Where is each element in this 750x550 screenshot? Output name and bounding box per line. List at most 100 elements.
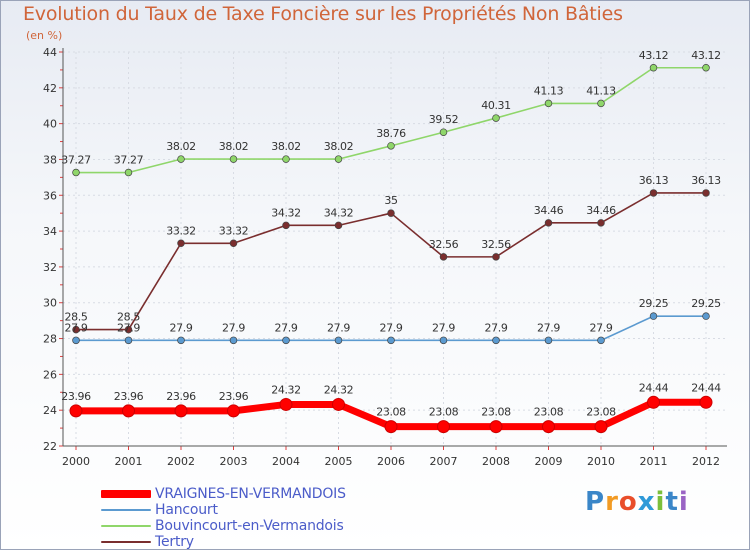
data-label: 34.46 <box>586 204 616 217</box>
data-label: 27.9 <box>275 321 298 334</box>
legend-item: Bouvincourt-en-Vermandois <box>101 518 346 534</box>
legend-item: Tertry <box>101 534 346 550</box>
data-point <box>542 420 555 434</box>
legend-label: Hancourt <box>155 502 218 518</box>
series-layer <box>69 64 713 434</box>
data-point <box>387 142 395 150</box>
data-label: 41.13 <box>586 84 616 97</box>
data-label: 27.9 <box>327 321 350 334</box>
x-tick-label: 2003 <box>220 455 248 468</box>
data-point <box>544 99 553 108</box>
data-label: 29.25 <box>691 297 721 310</box>
data-label: 29.25 <box>639 297 669 310</box>
data-label: 23.96 <box>166 390 196 403</box>
x-tick-label: 2011 <box>640 455 668 468</box>
data-point <box>124 325 133 334</box>
data-label: 23.08 <box>481 406 511 419</box>
y-tick-label: 32 <box>43 261 57 274</box>
data-label: 37.27 <box>61 154 91 167</box>
data-point <box>279 397 293 411</box>
data-label: 27.9 <box>65 321 88 334</box>
data-point <box>282 155 290 163</box>
data-point <box>492 336 500 345</box>
data-label: 24.44 <box>691 381 721 394</box>
grid-layer <box>63 51 727 447</box>
legend-label: Tertry <box>155 534 194 550</box>
data-label: 36.13 <box>691 174 721 187</box>
legend-swatch <box>101 541 151 543</box>
legend-item: Hancourt <box>101 502 346 518</box>
data-label: 27.9 <box>380 321 403 334</box>
axis-layer: 22 24 26 28 30 32 34 36 38 40 42 44 2000 2001 2002 2003… <box>43 46 727 468</box>
data-point <box>229 336 238 345</box>
data-label: 28.5 <box>117 311 140 324</box>
chart-unit-label: (en %) <box>26 29 63 42</box>
data-label: 24.32 <box>271 383 301 396</box>
data-point <box>227 404 240 418</box>
data-point <box>282 221 290 230</box>
y-tick-label: 42 <box>43 82 57 95</box>
legend-swatch <box>101 490 151 498</box>
data-label: 27.9 <box>485 321 508 334</box>
data-label: 24.44 <box>639 381 669 394</box>
y-tick-label: 22 <box>43 440 57 453</box>
data-label: 40.31 <box>481 99 511 112</box>
x-tick-label: 2002 <box>167 455 195 468</box>
data-label: 34.32 <box>324 206 354 219</box>
data-point <box>72 325 80 334</box>
brand-letter: o <box>618 487 638 517</box>
x-tick-label: 2005 <box>325 455 353 468</box>
legend-label: Bouvincourt-en-Vermandois <box>155 518 344 534</box>
data-point <box>597 336 605 345</box>
y-tick-label: 36 <box>43 189 57 202</box>
data-label: 33.32 <box>166 224 196 237</box>
data-point <box>174 404 188 418</box>
data-point <box>334 336 343 345</box>
data-point <box>177 155 185 163</box>
data-point <box>122 404 135 418</box>
data-label: 23.08 <box>429 406 459 419</box>
data-point <box>544 219 553 227</box>
data-label: 34.32 <box>271 206 301 219</box>
y-tick-label: 30 <box>43 297 57 310</box>
data-point <box>702 312 710 320</box>
data-label: 38.02 <box>219 140 249 153</box>
data-label: 38.02 <box>324 140 354 153</box>
data-point <box>647 395 660 409</box>
data-point <box>387 209 395 217</box>
y-tick-label: 44 <box>43 46 57 59</box>
x-tick-label: 2010 <box>587 455 615 468</box>
data-point <box>699 395 713 409</box>
data-label: 27.9 <box>432 321 455 334</box>
data-label: 23.08 <box>376 406 406 419</box>
data-point <box>649 189 658 197</box>
x-tick-label: 2009 <box>535 455 563 468</box>
data-point <box>69 404 83 418</box>
data-point <box>597 99 605 108</box>
legend-item: VRAIGNES-EN-VERMANDOIS <box>101 486 346 502</box>
data-label: 37.27 <box>114 154 144 167</box>
data-point <box>387 336 395 345</box>
data-point <box>282 336 290 345</box>
data-label: 38.02 <box>271 140 301 153</box>
brand-letter: t <box>665 487 679 517</box>
data-point <box>439 336 448 345</box>
data-point <box>492 253 500 261</box>
data-point <box>649 312 658 320</box>
data-label: 38.02 <box>166 140 196 153</box>
data-point <box>334 155 343 163</box>
data-point <box>439 253 448 261</box>
data-label: 27.9 <box>222 321 245 334</box>
data-point <box>124 336 133 345</box>
data-label: 24.32 <box>324 383 354 396</box>
data-label: 38.76 <box>376 127 406 140</box>
y-tick-label: 28 <box>43 333 57 346</box>
data-point <box>489 420 503 434</box>
data-point <box>332 397 345 411</box>
data-label: 27.9 <box>537 321 560 334</box>
data-point <box>702 64 710 72</box>
data-label: 32.56 <box>429 238 459 251</box>
data-label: 27.9 <box>117 321 140 334</box>
